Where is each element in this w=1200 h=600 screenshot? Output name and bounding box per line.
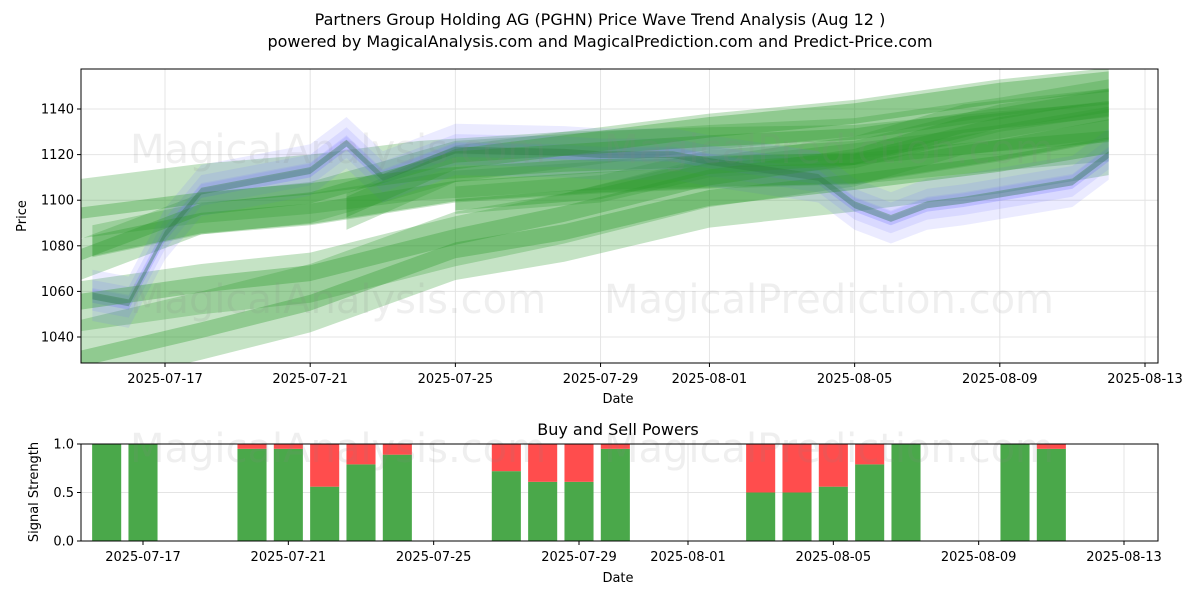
watermark-analysis-mid: MagicalAnalysis.com [130,277,546,323]
sell-power-bar [346,444,376,465]
trend-core-band [81,137,1109,363]
sell-power-bar [310,444,340,487]
price-y-axis-label: Price [15,200,30,232]
signal-y-axis-label: Signal Strength [27,442,42,542]
price-y-tick-label: 1140 [41,103,74,118]
trend-core-band [81,89,1109,261]
signal-x-tick-label: 2025-08-05 [796,550,872,565]
signal-x-tick-label: 2025-08-09 [941,550,1017,565]
sell-power-bar [382,444,412,455]
buy-power-bar [782,492,812,541]
price-axes-frame [80,68,1159,364]
price-x-tick-label: 2025-08-13 [1107,372,1183,387]
price-axes: 2025-07-17 2025-07-21 2025-07-25 2025-07-29… [41,103,1183,388]
signal-x-tick-label: 2025-08-01 [650,550,726,565]
buy-power-bar [818,486,848,541]
buy-power-bar [746,492,776,541]
signal-y-tick-label: 1.0 [53,438,74,453]
buy-power-bar [1000,444,1030,541]
buy-power-bar [92,444,122,541]
signal-axes: 2025-07-17 2025-07-21 2025-07-25 2025-07-29… [53,438,1161,566]
price-x-axis-label: Date [602,392,633,407]
sell-power-bar [237,444,267,449]
trend-band [92,109,1109,258]
signal-x-tick-label: 2025-08-13 [1086,550,1162,565]
sell-power-bar [782,444,812,493]
buy-power-bar [310,486,340,541]
buy-power-bar [528,481,558,541]
chart-title: Partners Group Holding AG (PGHN) Price W… [314,10,886,29]
trend-core-band [346,71,1109,218]
signal-panel-title: Buy and Sell Powers [537,420,699,439]
price-x-tick-label: 2025-07-17 [127,372,203,387]
sell-power-bar [1036,444,1066,449]
price-y-tick-label: 1100 [41,194,74,209]
buy-power-bar [382,454,412,541]
watermark-analysis-bottom: MagicalAnalysis.com [130,426,546,472]
price-y-tick-label: 1120 [41,148,74,163]
sell-power-bar [491,444,521,472]
sell-power-bar [600,444,630,449]
trend-band [346,69,1109,230]
sell-power-bar [528,444,558,482]
price-wave-band [92,145,1109,328]
price-x-tick-label: 2025-07-25 [418,372,494,387]
price-x-tick-label: 2025-08-05 [817,372,893,387]
price-x-tick-label: 2025-08-01 [672,372,748,387]
buy-power-bar [600,448,630,541]
buy-power-bar [237,448,267,541]
signal-x-tick-label: 2025-07-17 [105,550,181,565]
watermark-prediction-bottom: MagicalPrediction.com [604,426,1054,472]
signal-x-axis-label: Date [602,571,633,586]
sell-power-bar [564,444,594,482]
watermark-prediction-mid: MagicalPrediction.com [604,277,1054,323]
price-y-tick-label: 1080 [41,239,74,254]
buy-power-bar [273,448,303,541]
price-x-tick-label: 2025-07-29 [563,372,639,387]
chart-subtitle: powered by MagicalAnalysis.com and Magic… [267,32,933,51]
price-x-tick-label: 2025-08-09 [962,372,1038,387]
buy-power-bar [346,464,376,541]
signal-plot-area [92,444,1066,541]
trend-core-band [81,101,1109,310]
signal-x-tick-label: 2025-07-25 [396,550,472,565]
buy-power-bar [564,481,594,541]
watermark-analysis-top: MagicalAnalysis.com [130,127,546,173]
trend-core-band [92,119,1109,257]
buy-power-bar [1036,448,1066,541]
trend-band [81,106,1109,363]
buy-power-bar [855,464,885,541]
signal-x-tick-label: 2025-07-29 [541,550,617,565]
price-x-tick-label: 2025-07-21 [272,372,348,387]
trend-band [81,88,1109,332]
trend-band [81,102,1109,239]
buy-power-bar [491,471,521,541]
price-plot-area [81,69,1109,363]
trend-band [81,79,1109,280]
signal-y-tick-label: 0.5 [53,486,74,501]
sell-power-bar [855,444,885,465]
sell-power-bar [273,444,303,449]
price-grid [81,69,1158,363]
trend-core-band [81,130,1109,219]
buy-power-bar [891,444,921,541]
watermark-prediction-top: MagicalPrediction.com [604,127,1054,173]
signal-x-tick-label: 2025-07-21 [251,550,327,565]
price-y-tick-label: 1040 [41,331,74,346]
price-y-tick-label: 1060 [41,285,74,300]
buy-power-bar [128,444,158,541]
price-wave-band [92,117,1109,302]
trend-core-band [455,101,1109,211]
sell-power-bar [818,444,848,487]
sell-power-bar [746,444,776,493]
signal-y-tick-label: 0.0 [53,535,74,550]
trend-band [455,88,1109,214]
